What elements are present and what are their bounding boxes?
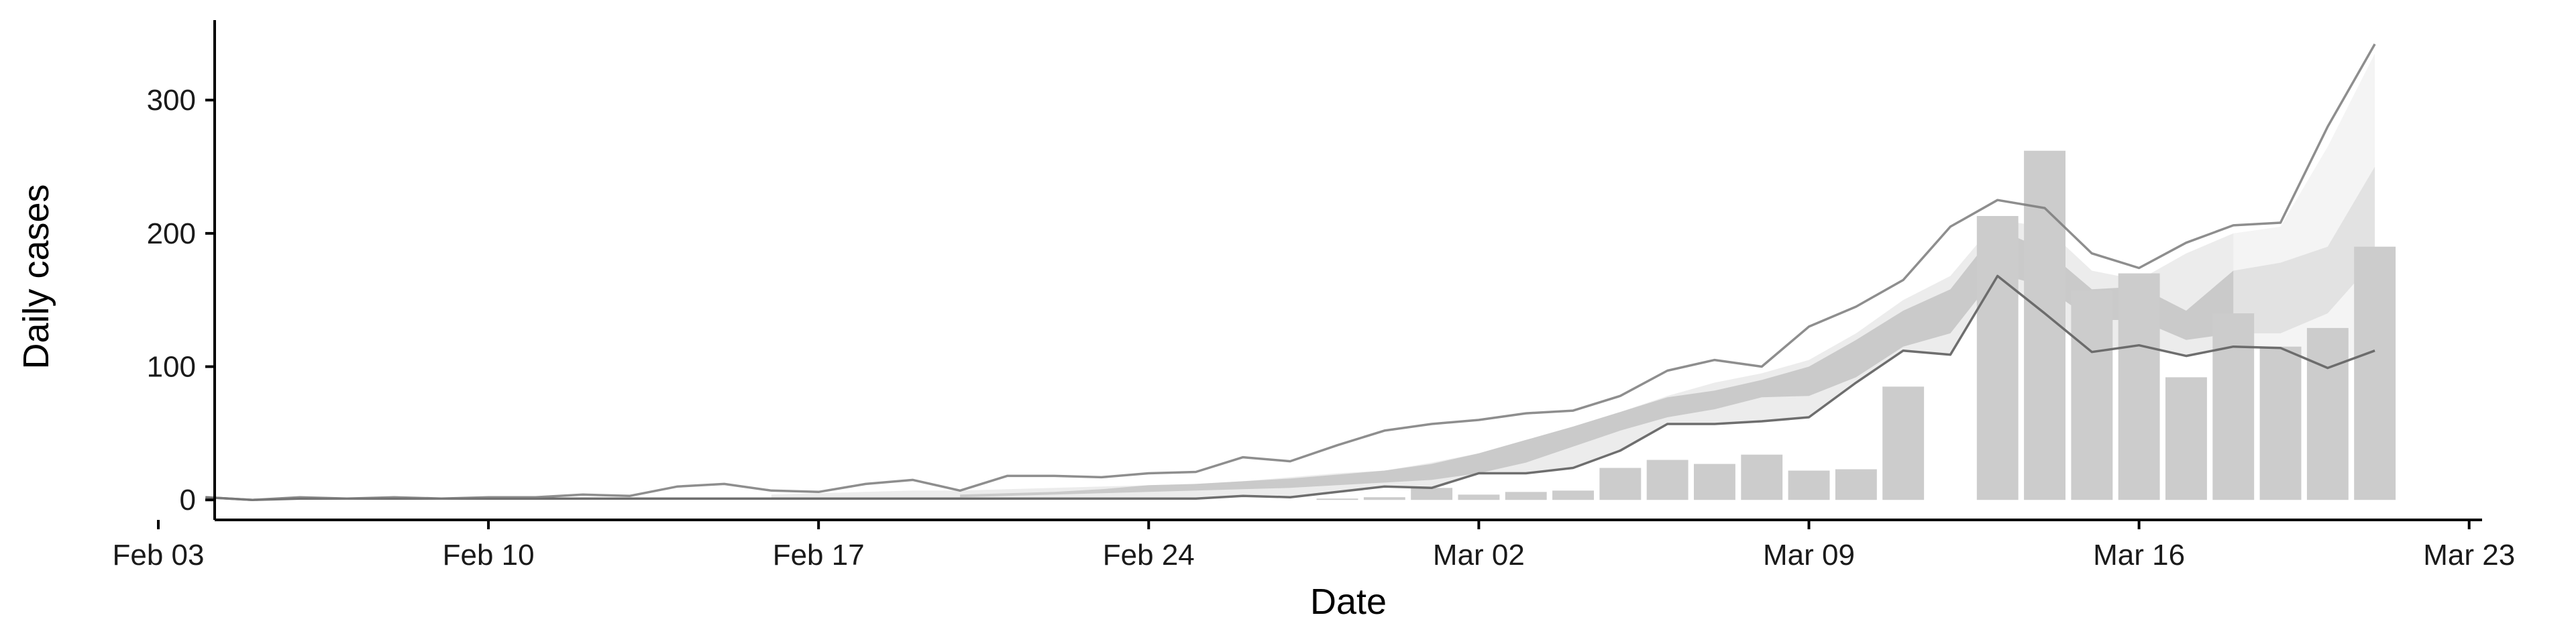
line-upper-bound bbox=[205, 43, 2376, 501]
y-tick-label: 100 bbox=[147, 351, 196, 384]
bar-mar-01 bbox=[1411, 488, 1453, 500]
bar-mar-17 bbox=[2165, 377, 2207, 500]
bar-mar-20 bbox=[2306, 327, 2349, 500]
bar-mar-03 bbox=[1505, 492, 1547, 500]
y-axis: 0 100 200 300 Daily cases bbox=[16, 20, 216, 520]
bar-feb-29 bbox=[1363, 497, 1405, 500]
y-ticks: 0 100 200 300 bbox=[147, 84, 215, 517]
x-tick-label: Mar 02 bbox=[1433, 539, 1525, 572]
bar-mar-08 bbox=[1741, 454, 1783, 500]
line-lower-bound bbox=[205, 274, 2375, 501]
x-tick-label: Feb 10 bbox=[443, 539, 535, 572]
y-tick-label: 300 bbox=[147, 84, 196, 117]
x-axis-title: Date bbox=[1310, 582, 1387, 622]
x-axis: Feb 03 Feb 10 Feb 17 Feb 24 Mar 02 Mar 09 Mar … bbox=[113, 519, 2515, 622]
x-tick-label: Feb 24 bbox=[1103, 539, 1195, 572]
x-tick-label: Feb 03 bbox=[113, 539, 205, 572]
bar-mar-05 bbox=[1599, 468, 1642, 500]
bar-mar-16 bbox=[2118, 273, 2160, 500]
bar-mar-19 bbox=[2259, 346, 2302, 500]
bar-mar-18 bbox=[2212, 313, 2255, 500]
bar-mar-07 bbox=[1694, 464, 1735, 500]
y-tick-label: 200 bbox=[147, 217, 196, 250]
y-tick-label: 0 bbox=[180, 484, 196, 517]
x-ticks: Feb 03 Feb 10 Feb 17 Feb 24 Mar 02 Mar 09 Mar … bbox=[113, 520, 2515, 572]
bar-mar-06 bbox=[1646, 460, 1688, 500]
bound-lines bbox=[205, 43, 2376, 501]
plot-area bbox=[205, 20, 2422, 501]
bar-mar-04 bbox=[1552, 490, 1594, 500]
bar-mar-10 bbox=[1835, 469, 1877, 500]
bar-feb-28 bbox=[1316, 498, 1358, 500]
x-tick-label: Feb 17 bbox=[773, 539, 865, 572]
x-tick-label: Mar 09 bbox=[1763, 539, 1855, 572]
band-inner bbox=[960, 166, 2375, 498]
x-tick-label: Mar 16 bbox=[2093, 539, 2185, 572]
daily-case-bars bbox=[1316, 150, 2396, 500]
bar-mar-13 bbox=[1976, 216, 2019, 500]
bar-mar-11 bbox=[1882, 386, 1925, 500]
y-axis-title: Daily cases bbox=[16, 184, 56, 369]
x-tick-label: Mar 23 bbox=[2423, 539, 2515, 572]
bar-mar-02 bbox=[1458, 494, 1500, 500]
bar-mar-21 bbox=[2354, 246, 2396, 500]
bar-mar-15 bbox=[2071, 290, 2113, 500]
bar-mar-09 bbox=[1788, 470, 1830, 500]
